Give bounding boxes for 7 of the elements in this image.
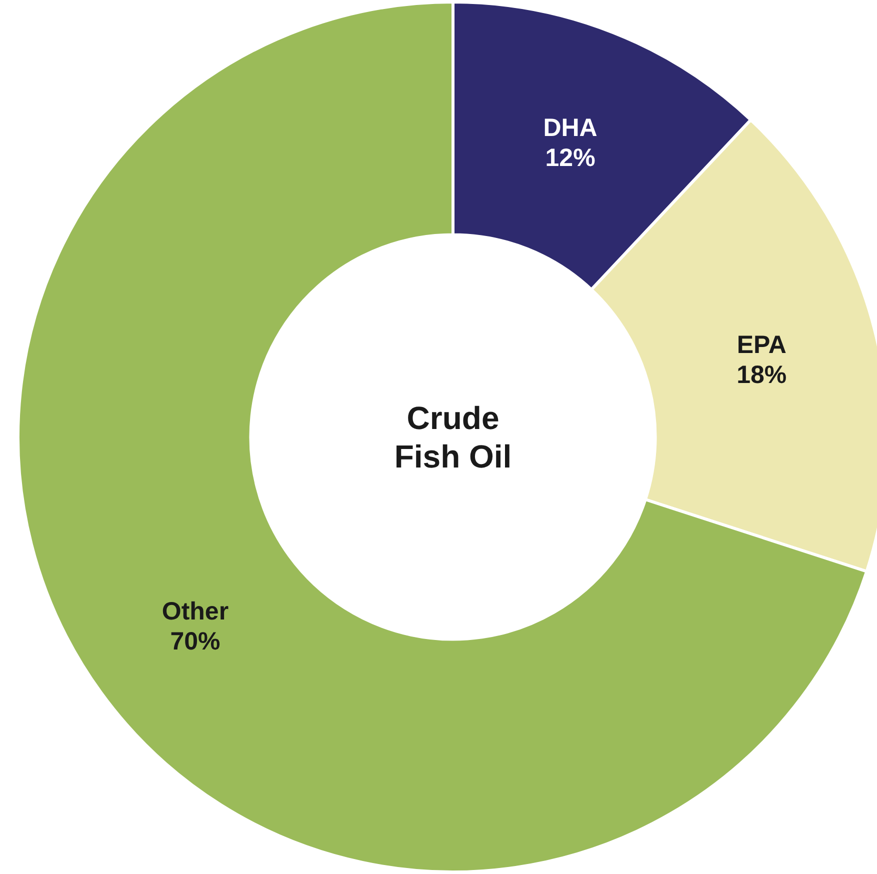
slice-label: Other xyxy=(162,597,229,626)
data-label: 18% xyxy=(736,360,787,389)
data-label: 70% xyxy=(170,627,220,656)
data-label: 12% xyxy=(545,144,596,172)
slice-label: DHA xyxy=(543,114,598,142)
text: Crude Fish Oil xyxy=(394,400,512,474)
slice-label: EPA xyxy=(736,330,786,359)
